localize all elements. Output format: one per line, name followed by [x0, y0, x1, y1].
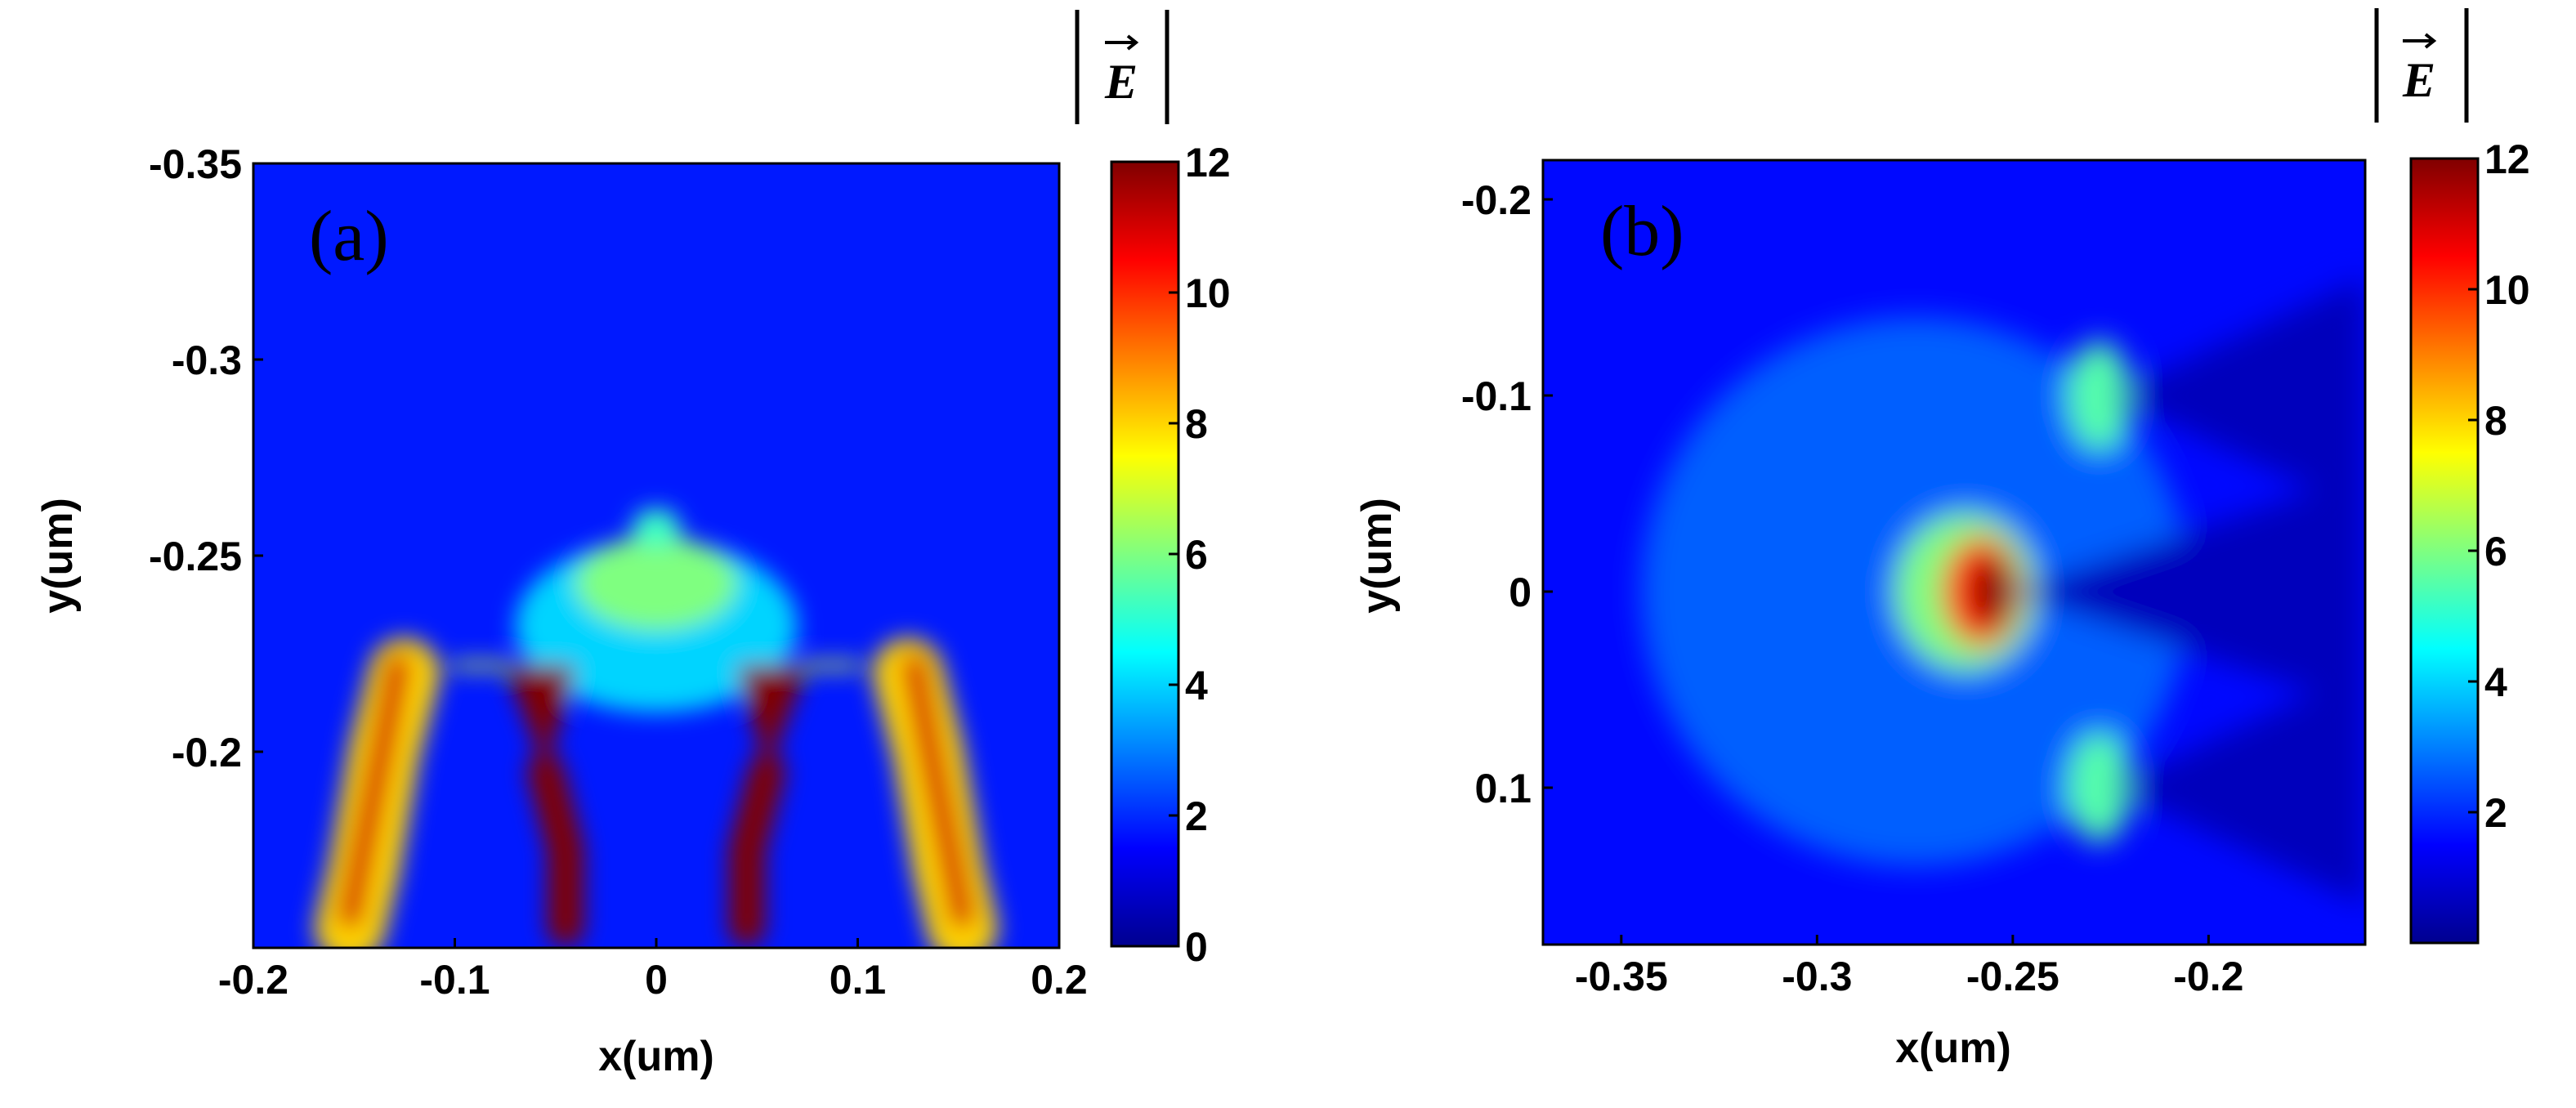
panel-a-xlabel: x(um): [598, 1033, 714, 1080]
panel-a-field-feature-5: [338, 653, 411, 929]
panel-a-field-features: [315, 508, 998, 948]
panel-a-ytick-label: -0.3: [172, 337, 242, 383]
panel-a-xtick-label: 0: [645, 957, 668, 1003]
panel-a-xtick-label: -0.2: [218, 957, 288, 1003]
panel-a-ytick-label: -0.25: [149, 534, 242, 579]
panel-b-field-feature-3: [1973, 556, 2013, 628]
panel-a-field-feature-2: [632, 508, 681, 548]
panel-b-xtick-label: -0.25: [1966, 954, 2059, 999]
panel-a-xtick-label: 0.2: [1031, 957, 1088, 1003]
panel-b-frame: [1541, 159, 2367, 946]
panel-b-colorbar-tick-label: 8: [2484, 398, 2507, 444]
panel-b-ticks: -0.35 -0.3 -0.25 -0.2 -0.2 -0.1 0 0.1: [1461, 177, 2244, 999]
panel-a-colorbar-tick-label: 8: [1185, 401, 1208, 447]
panel-b-field-feature-8: [2110, 670, 2365, 905]
panel-a-colorbar-tick-label: 12: [1185, 140, 1231, 185]
panel-a-colorbar: [1110, 160, 1180, 948]
panel-a-xtick-label: 0.1: [830, 957, 887, 1003]
panel-b-colorbar-tick-label: 2: [2484, 790, 2507, 836]
panel-a-colorbar-tick-label: 10: [1185, 270, 1231, 316]
panel-a-field-feature-9: [527, 753, 584, 947]
panel-a-field-feature-6: [901, 653, 975, 929]
panel-b-xtick-label: -0.3: [1782, 954, 1852, 999]
panel-b-xtick-label: -0.2: [2173, 954, 2243, 999]
panel-b-ytick-label: -0.1: [1461, 373, 1532, 419]
panel-b-label: (b): [1600, 192, 1684, 271]
panel-b-field-feature-6: [2012, 474, 2365, 709]
panel-a-colorbar-tick-label: 6: [1185, 532, 1208, 578]
panel-b-ytick-label: 0: [1509, 570, 1532, 615]
panel-a-ticks: -0.2 -0.1 0 0.1 0.2 -0.35 -0.3 -0.25 -0.2: [149, 141, 1088, 1003]
panel-b-field-feature-4: [2067, 340, 2131, 451]
panel-b-field-map: [1543, 160, 2365, 945]
panel-b-colorbar-tick-label: 4: [2484, 659, 2507, 705]
panel-a-field-feature-10: [728, 753, 785, 947]
panel-b: -0.35 -0.3 -0.25 -0.2 -0.2 -0.1 0 0.1 (b) x(um)…: [1353, 8, 2530, 1072]
panel-a-ytick-label: -0.35: [149, 141, 242, 187]
panel-a-colorbar-tick-label: 4: [1185, 663, 1208, 708]
panel-a-xtick-label: -0.1: [419, 957, 490, 1003]
panel-b-field-feature-7: [2110, 278, 2365, 513]
panel-b-colorbar-ticks: 2 4 6 8 10 12: [2468, 136, 2530, 836]
panel-a-field-map: [253, 163, 1059, 948]
panel-a: -0.2 -0.1 0 0.1 0.2 -0.35 -0.3 -0.25 -0.2 (a) x(…: [34, 10, 1231, 1080]
panel-a-field-feature-7: [505, 665, 576, 771]
panel-a-colorbar-title-vector-arrow: [1105, 34, 1139, 51]
panel-b-field-feature-5: [2067, 732, 2131, 843]
panel-a-ylabel: y(um): [34, 498, 82, 614]
panel-a-colorbar-tick-label: 0: [1185, 924, 1208, 970]
panel-b-field-features: [1640, 278, 2365, 905]
panel-b-colorbar-tick-label: 10: [2484, 267, 2530, 313]
panel-b-xtick-label: -0.35: [1575, 954, 1668, 999]
panel-a-field-feature-1: [575, 536, 737, 631]
panel-a-colorbar-tick-label: 2: [1185, 793, 1208, 839]
panel-b-colorbar: [2409, 157, 2480, 945]
panel-b-ytick-label: 0.1: [1474, 766, 1532, 811]
panel-a-colorbar-title: E: [1104, 55, 1138, 109]
panel-b-xlabel: x(um): [1895, 1025, 2011, 1072]
panel-a-field-feature-8: [736, 665, 807, 771]
panel-a-label: (a): [309, 197, 389, 276]
panel-a-colorbar-ticks: 0 2 4 6 8 10 12: [1169, 140, 1231, 970]
panel-b-ytick-label: -0.2: [1461, 177, 1532, 223]
panel-a-ytick-label: -0.2: [172, 730, 242, 775]
panel-b-colorbar-tick-label: 6: [2484, 529, 2507, 574]
panel-b-ylabel: y(um): [1353, 498, 1401, 614]
panel-b-colorbar-tick-label: 12: [2484, 136, 2530, 182]
panel-b-colorbar-title-vector-arrow: [2403, 33, 2437, 49]
panel-b-colorbar-title: E: [2402, 53, 2435, 107]
